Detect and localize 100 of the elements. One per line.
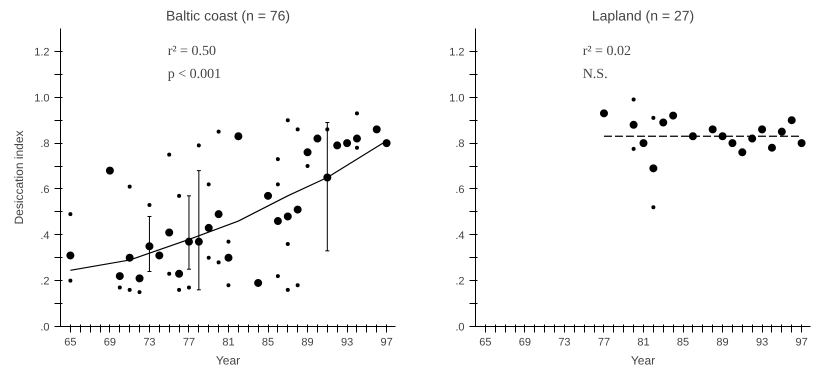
point <box>106 166 114 175</box>
point <box>196 143 201 148</box>
chart-title: Baltic coast (n = 76) <box>166 8 290 24</box>
y-tick-label: .6 <box>455 184 465 196</box>
point <box>306 164 310 168</box>
point <box>276 182 280 186</box>
point <box>333 141 342 150</box>
y-tick-label: .0 <box>40 322 50 334</box>
x-tick-label: 65 <box>479 336 492 348</box>
point <box>216 260 221 264</box>
y-tick-label: .2 <box>40 276 50 288</box>
y-tick-label: 1.0 <box>449 92 465 104</box>
point <box>224 254 232 262</box>
point <box>738 148 746 156</box>
point <box>758 125 766 134</box>
point <box>651 116 656 120</box>
point <box>177 288 182 292</box>
point <box>600 109 608 118</box>
point <box>204 224 213 232</box>
point <box>206 182 211 186</box>
point <box>286 118 290 122</box>
point <box>632 98 636 102</box>
point <box>294 206 302 214</box>
point <box>669 112 678 120</box>
point <box>155 251 164 260</box>
point <box>226 240 230 244</box>
annotation: p < 0.001 <box>168 66 222 82</box>
point <box>354 146 359 150</box>
point <box>276 157 280 162</box>
y-tick-label: .8 <box>40 138 50 150</box>
point <box>798 139 806 148</box>
point <box>296 283 300 288</box>
x-tick-label: 73 <box>558 336 571 348</box>
x-tick-label: 97 <box>380 336 393 348</box>
point <box>116 272 124 280</box>
point <box>177 194 182 198</box>
point <box>145 242 154 250</box>
y-tick-label: .6 <box>40 184 50 196</box>
point <box>175 270 184 278</box>
point <box>659 118 668 126</box>
point <box>194 238 203 246</box>
point <box>186 286 191 290</box>
x-axis-title: Year <box>630 354 656 368</box>
point <box>372 125 381 134</box>
y-tick-label: .4 <box>40 230 50 242</box>
x-tick-label: 85 <box>676 336 690 348</box>
point <box>167 152 172 157</box>
x-tick-label: 81 <box>222 336 235 348</box>
point <box>165 228 174 237</box>
point <box>264 192 272 200</box>
x-tick-label: 97 <box>795 336 808 348</box>
point <box>651 205 656 210</box>
x-tick-label: 85 <box>262 336 274 348</box>
point <box>167 272 172 276</box>
point <box>778 128 786 136</box>
y-tick-label: 1.2 <box>34 46 50 58</box>
point <box>286 242 290 246</box>
point <box>325 127 330 132</box>
x-tick-label: 93 <box>340 336 354 348</box>
annotation: r² = 0.02 <box>582 44 631 59</box>
y-tick-label: 1.0 <box>34 92 50 104</box>
x-tick-label: 81 <box>637 336 650 348</box>
point <box>216 130 221 134</box>
x-tick-label: 77 <box>182 336 196 348</box>
x-tick-label: 89 <box>301 336 314 348</box>
point <box>313 134 322 143</box>
point <box>630 120 638 129</box>
point <box>649 164 658 172</box>
point <box>68 212 72 216</box>
point <box>128 288 132 292</box>
point <box>632 146 636 151</box>
point <box>118 286 122 290</box>
x-tick-label: 65 <box>64 336 77 348</box>
y-tick-label: .2 <box>455 276 465 288</box>
point <box>138 290 142 294</box>
point <box>708 125 717 134</box>
point <box>728 139 736 148</box>
point <box>286 288 290 292</box>
y-tick-label: .0 <box>455 322 465 334</box>
y-tick-label: .8 <box>455 138 465 150</box>
point <box>274 217 282 226</box>
point <box>639 139 648 148</box>
point <box>296 127 300 132</box>
x-axis-title: Year <box>216 354 240 368</box>
y-tick-label: 1.2 <box>449 46 465 58</box>
point <box>276 274 280 278</box>
point <box>214 210 223 218</box>
point <box>304 148 312 156</box>
point <box>66 251 74 260</box>
point <box>147 203 152 208</box>
x-tick-label: 69 <box>104 336 116 348</box>
chart-title: Lapland (n = 27) <box>592 8 694 24</box>
point <box>68 278 72 283</box>
x-tick-label: 89 <box>716 336 729 348</box>
x-tick-label: 77 <box>598 336 610 348</box>
point <box>226 283 230 288</box>
x-tick-label: 69 <box>518 336 532 348</box>
point <box>788 116 796 124</box>
y-axis-title: Desiccation index <box>12 130 26 225</box>
annotation: N.S. <box>582 66 608 82</box>
